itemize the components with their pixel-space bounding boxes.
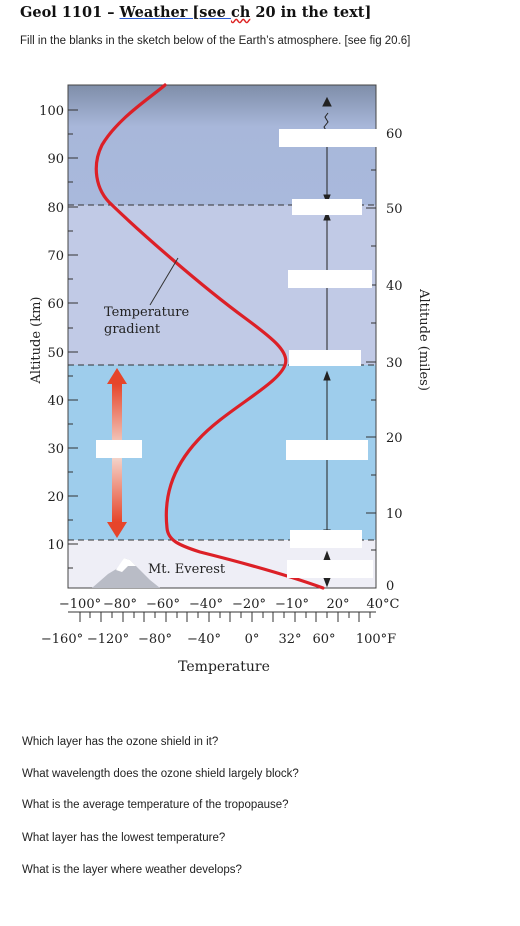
- celsius-tick-label: −100°: [59, 597, 101, 612]
- left-axis-label: Altitude (km): [29, 296, 44, 384]
- right-axis-label: Altitude (miles): [416, 288, 431, 391]
- celsius-tick-label: −20°: [232, 597, 266, 612]
- worksheet-title: Geol 1101 – Weather [see ch 20 in the te…: [20, 4, 372, 21]
- km-tick-label: 20: [47, 490, 64, 505]
- celsius-tick-labels: −100° −80° −60° −40° −20° −10° 20° 40°C: [59, 597, 400, 612]
- fahrenheit-tick-labels: −160° −120° −80° −40° 0° 32° 60° 100°F: [41, 632, 396, 647]
- celsius-tick-label: 40°C: [367, 597, 400, 612]
- mile-tick-label: 30: [386, 356, 403, 371]
- km-tick-label: 10: [47, 538, 64, 553]
- celsius-tick-label: −80°: [103, 597, 137, 612]
- question-item: What wavelength does the ozone shield la…: [22, 768, 299, 780]
- stratopause-blank[interactable]: [289, 350, 361, 366]
- km-tick-label: 60: [47, 297, 64, 312]
- plot-frame: [67, 84, 377, 589]
- tropopause-blank[interactable]: [290, 530, 362, 548]
- fahrenheit-tick-label: −160°: [41, 632, 83, 647]
- mile-tick-label: 0: [386, 579, 394, 594]
- fahrenheit-tick-label: 32°: [278, 632, 301, 647]
- mile-tick-label: 10: [386, 507, 403, 522]
- question-item: What layer has the lowest temperature?: [22, 832, 226, 844]
- title-misspelled-word: ch: [230, 4, 251, 21]
- km-tick-label: 90: [47, 152, 64, 167]
- temperature-curve: [94, 83, 325, 590]
- gradient-pointer: [149, 257, 179, 306]
- mile-tick-label: 60: [386, 127, 403, 142]
- atmosphere-diagram: 100 90 80 70 60 50 40 30 20 10 60 50 40 …: [29, 83, 431, 675]
- mesopause-blank[interactable]: [292, 199, 362, 215]
- mesosphere-blank[interactable]: [288, 270, 372, 288]
- question-item: What is the layer where weather develops…: [22, 864, 242, 876]
- gradient-label: gradient: [104, 322, 161, 337]
- km-tick-label: 100: [39, 104, 64, 119]
- mile-tick-label: 40: [386, 279, 403, 294]
- mountain-label: Mt. Everest: [148, 562, 226, 577]
- km-tick-label: 40: [47, 394, 64, 409]
- km-tick-label: 70: [47, 249, 64, 264]
- ozone-layer-blank[interactable]: [96, 440, 142, 458]
- fahrenheit-tick-label: 60°: [312, 632, 335, 647]
- title-link: Weather [see: [119, 4, 231, 21]
- fahrenheit-tick-label: −120°: [87, 632, 129, 647]
- temperature-axis-ticks: [68, 611, 376, 622]
- fahrenheit-tick-label: −80°: [138, 632, 172, 647]
- temperature-axis-label: Temperature: [178, 659, 270, 675]
- mountain-snow: [116, 558, 136, 572]
- celsius-tick-label: −40°: [189, 597, 223, 612]
- celsius-tick-label: −10°: [275, 597, 309, 612]
- km-tick-labels: 100 90 80 70 60 50 40 30 20 10: [39, 104, 64, 553]
- mile-tick-labels: 60 50 40 30 20 10 0: [386, 127, 403, 594]
- question-item: What is the average temperature of the t…: [22, 799, 289, 811]
- km-tick-label: 80: [47, 201, 64, 216]
- thermosphere-blank[interactable]: [279, 129, 377, 147]
- stratosphere-blank[interactable]: [286, 440, 368, 460]
- km-tick-label: 30: [47, 442, 64, 457]
- fahrenheit-tick-label: −40°: [187, 632, 221, 647]
- celsius-tick-label: 20°: [326, 597, 349, 612]
- km-tick-label: 50: [47, 346, 64, 361]
- fahrenheit-tick-label: 100°F: [356, 632, 396, 647]
- celsius-tick-label: −60°: [146, 597, 180, 612]
- left-ticks: [68, 109, 78, 569]
- mile-tick-label: 50: [386, 202, 403, 217]
- mile-tick-label: 20: [386, 431, 403, 446]
- instructions: Fill in the blanks in the sketch below o…: [20, 35, 411, 47]
- fahrenheit-tick-label: 0°: [245, 632, 260, 647]
- troposphere-blank[interactable]: [287, 560, 373, 578]
- mountain-shape: [92, 558, 160, 588]
- question-item: Which layer has the ozone shield in it?: [22, 736, 219, 748]
- gradient-label: Temperature: [104, 305, 189, 320]
